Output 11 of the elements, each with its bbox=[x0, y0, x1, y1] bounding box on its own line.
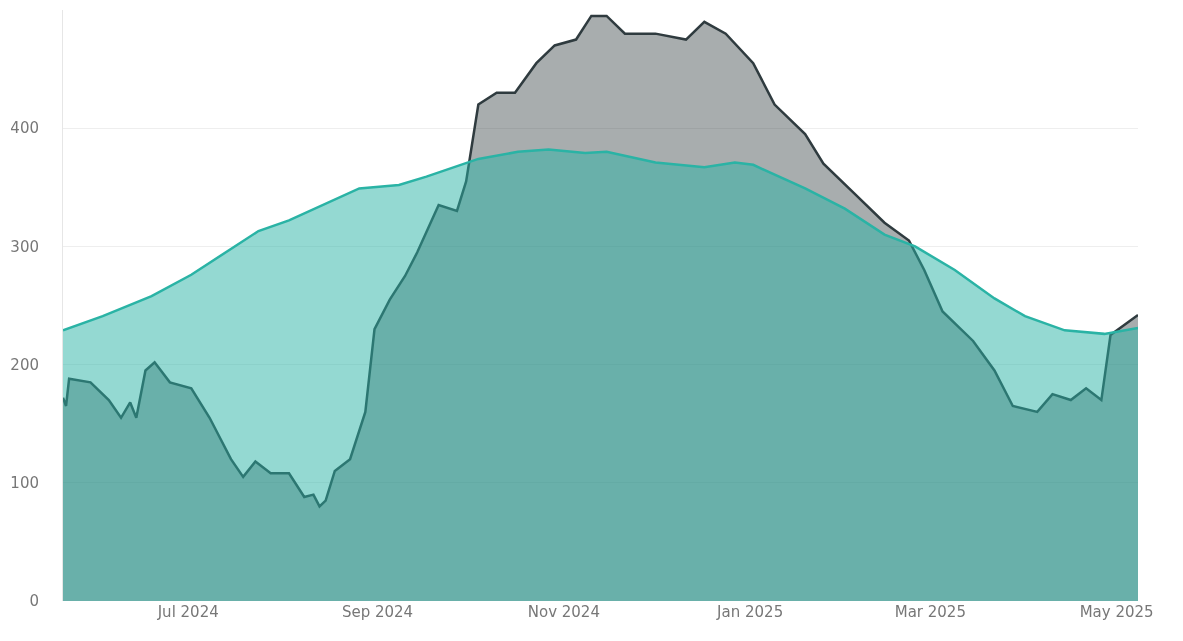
y-tick-label: 400 bbox=[10, 119, 39, 138]
x-tick-label: Jan 2025 bbox=[716, 603, 784, 621]
x-tick-label: Mar 2025 bbox=[894, 603, 966, 621]
x-tick-label: Jul 2024 bbox=[156, 603, 219, 621]
x-tick-label: Sep 2024 bbox=[341, 603, 414, 621]
y-tick-label: 100 bbox=[10, 474, 39, 493]
x-tick-label: Nov 2024 bbox=[527, 603, 600, 621]
x-tick-label: May 2025 bbox=[1079, 603, 1154, 621]
y-tick-label: 0 bbox=[29, 592, 39, 611]
y-tick-label: 200 bbox=[10, 355, 39, 374]
y-tick-label: 300 bbox=[10, 237, 39, 256]
